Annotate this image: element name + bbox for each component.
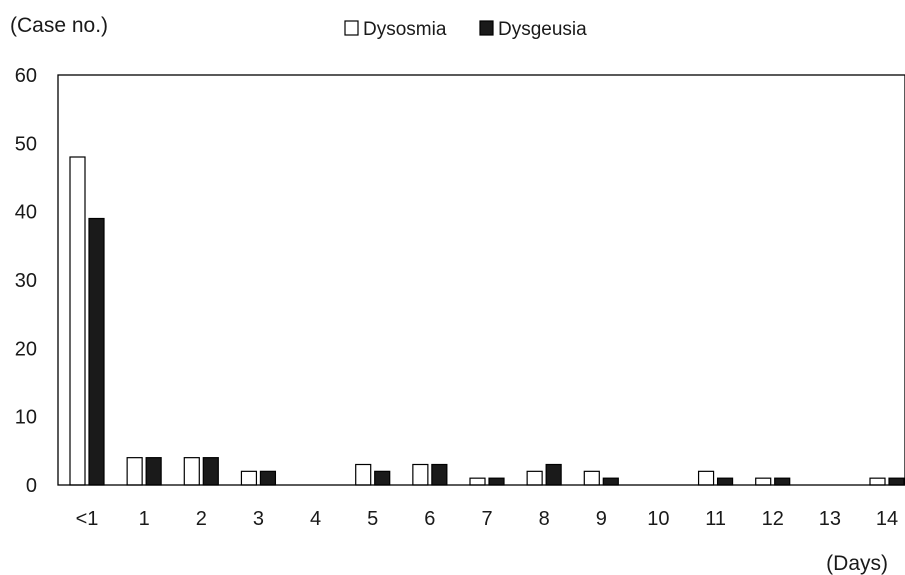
- x-tick-label: 7: [481, 508, 492, 530]
- x-tick-label: 2: [196, 508, 207, 530]
- x-tick-label: 9: [596, 508, 607, 530]
- x-tick-label: 8: [539, 508, 550, 530]
- bar-dysosmia-6: [412, 463, 429, 486]
- x-tick-label: 6: [424, 508, 435, 530]
- y-tick-label: 20: [15, 338, 37, 360]
- x-tick-label: 10: [647, 508, 669, 530]
- x-tick-label: 5: [367, 508, 378, 530]
- x-tick-label: 3: [253, 508, 264, 530]
- bar-dysosmia-14: [869, 477, 886, 486]
- bar-dysgeusia-3: [259, 470, 277, 486]
- y-tick-label: 60: [15, 65, 37, 87]
- legend-swatch-dysosmia: [344, 20, 359, 36]
- bar-dysgeusia-7: [488, 477, 505, 486]
- plot-frame: [57, 74, 905, 486]
- bar-dysgeusia-2: [202, 457, 219, 486]
- bar-dysgeusia-9: [602, 477, 619, 486]
- y-tick-label: 40: [15, 202, 37, 224]
- bar-dysgeusia-6: [431, 463, 448, 486]
- y-axis-ticks: 0 10 20 30 40 50 60: [15, 65, 37, 497]
- y-tick-label: 30: [15, 270, 37, 292]
- bar-dysosmia-2: [183, 457, 200, 486]
- bar-dysgeusia-1: [145, 457, 162, 486]
- bar-dysosmia-7: [469, 477, 486, 486]
- bar-dysgeusia-12: [774, 477, 791, 486]
- bar-dysosmia-1: [126, 457, 143, 486]
- y-tick-label: 10: [15, 407, 37, 429]
- bar-dysosmia-0: [69, 156, 86, 486]
- bars: [69, 156, 905, 486]
- y-tick-label: 0: [26, 475, 37, 497]
- bar-dysgeusia-0: [88, 217, 105, 486]
- legend: Dysosmia Dysgeusia: [344, 19, 587, 40]
- bar-dysgeusia-14: [888, 477, 905, 486]
- x-tick-label: 14: [876, 508, 898, 530]
- y-axis-label: (Case no.): [10, 14, 108, 37]
- x-tick-label: 12: [762, 508, 784, 530]
- bar-dysgeusia-5: [374, 470, 391, 486]
- bar-dysosmia-9: [583, 470, 600, 486]
- legend-swatch-dysgeusia: [479, 20, 494, 36]
- x-tick-label: <1: [76, 508, 99, 530]
- x-tick-label: 11: [705, 508, 726, 530]
- bar-dysosmia-3: [240, 470, 258, 486]
- x-tick-label: 4: [310, 508, 321, 530]
- x-axis-ticks: <1 1 2 3 4 5 6 7 8 9 10 11 12 13 14: [76, 508, 899, 530]
- bar-dysosmia-12: [755, 477, 772, 486]
- bar-dysosmia-11: [697, 470, 715, 486]
- bar-dysosmia-8: [526, 470, 543, 486]
- bar-dysgeusia-8: [545, 463, 562, 486]
- legend-label-dysgeusia: Dysgeusia: [498, 19, 587, 40]
- x-axis-label: (Days): [826, 552, 888, 575]
- bar-dysosmia-5: [355, 463, 372, 486]
- y-tick-label: 50: [15, 133, 37, 155]
- bar-dysgeusia-11: [716, 477, 734, 486]
- x-tick-label: 13: [819, 508, 841, 530]
- x-tick-label: 1: [139, 508, 150, 530]
- legend-label-dysosmia: Dysosmia: [363, 19, 447, 40]
